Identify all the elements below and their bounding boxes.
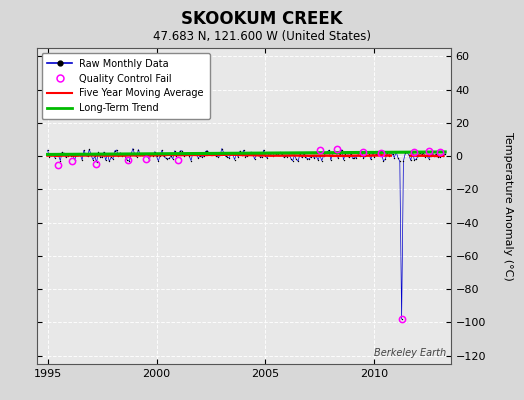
Text: 47.683 N, 121.600 W (United States): 47.683 N, 121.600 W (United States) [153, 30, 371, 43]
Legend: Raw Monthly Data, Quality Control Fail, Five Year Moving Average, Long-Term Tren: Raw Monthly Data, Quality Control Fail, … [41, 53, 210, 119]
Y-axis label: Temperature Anomaly (°C): Temperature Anomaly (°C) [503, 132, 512, 280]
Text: SKOOKUM CREEK: SKOOKUM CREEK [181, 10, 343, 28]
Text: Berkeley Earth: Berkeley Earth [374, 348, 446, 358]
